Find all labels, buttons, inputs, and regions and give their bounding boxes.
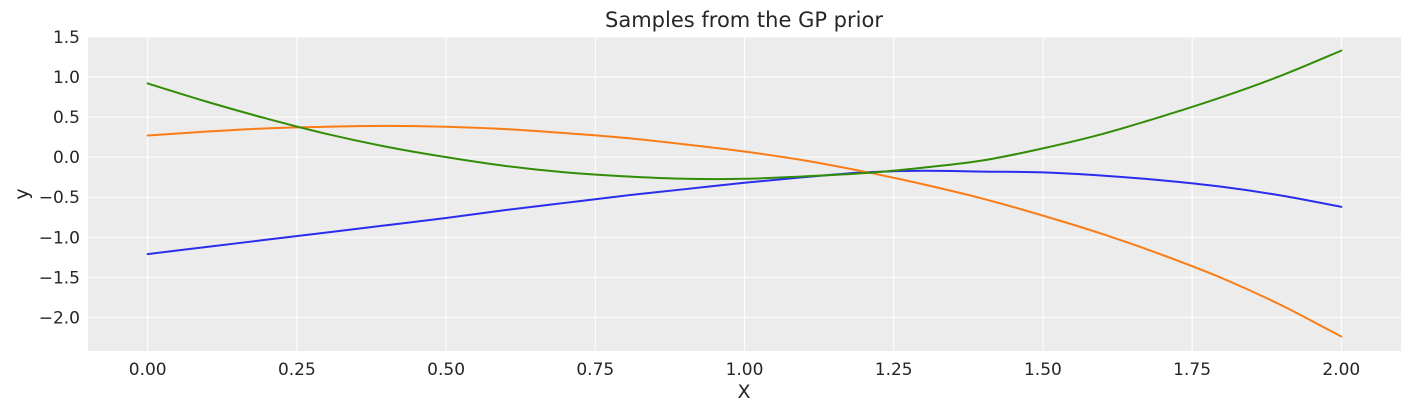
x-tick-label: 2.00 [1322,360,1360,380]
x-tick-label: 0.75 [576,360,614,380]
series-line-2 [146,124,1343,338]
y-tick-label: −0.5 [39,188,80,208]
chart-title: Samples from the GP prior [605,8,883,32]
series-line-1 [146,169,1343,256]
y-tick-label: 0.5 [53,108,80,128]
series-lines [146,49,1343,338]
y-tick-label: 1.5 [53,28,80,48]
x-tick-label: 1.25 [875,360,913,380]
x-tick-label: 1.75 [1173,360,1211,380]
y-tick-label: 0.0 [53,148,80,168]
x-tick-label: 1.50 [1024,360,1062,380]
y-axis-title: y [11,188,33,199]
y-tick-label: −2.0 [39,308,80,328]
x-axis-title: X [737,381,750,403]
y-tick-label: −1.0 [39,228,80,248]
y-tick-labels: 1.5 1.0 0.5 0.0 −0.5 −1.0 −1.5 −2.0 [39,28,80,328]
x-tick-label: 1.00 [726,360,764,380]
y-tick-label: 1.0 [53,68,80,88]
x-tick-label: 0.25 [278,360,316,380]
y-tick-label: −1.5 [39,268,80,288]
x-tick-label: 0.50 [427,360,465,380]
x-tick-label: 0.00 [129,360,167,380]
grid [88,36,1401,351]
series-line-3 [146,49,1343,181]
x-tick-labels: 0.00 0.25 0.50 0.75 1.00 1.25 1.50 1.75 2.00 [129,360,1360,380]
